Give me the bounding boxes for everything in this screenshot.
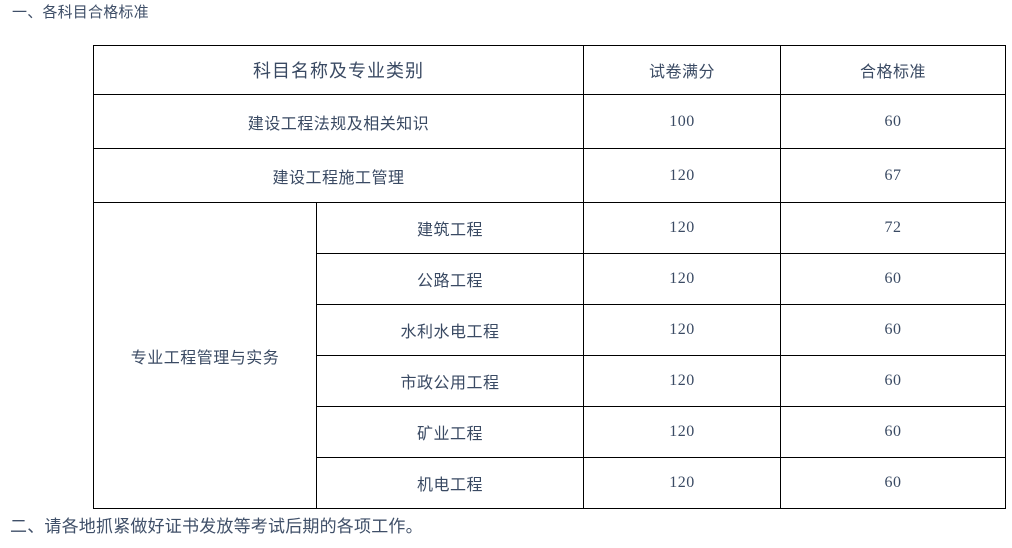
- table-row: 水利水电工程 120 60: [94, 304, 1006, 356]
- table-row: 建设工程施工管理 120 67: [93, 148, 1006, 203]
- cell-pass-line: 60: [780, 253, 1006, 305]
- cell-pass-line: 60: [780, 406, 1006, 458]
- cell-full-score: 120: [583, 304, 781, 356]
- cell-subject: 机电工程: [316, 457, 584, 509]
- cell-pass-line: 60: [780, 355, 1006, 407]
- cell-subject: 水利水电工程: [316, 304, 584, 356]
- cell-pass-line: 60: [780, 304, 1006, 356]
- cell-pass-line: 72: [780, 202, 1006, 254]
- table-row: 建设工程法规及相关知识 100 60: [93, 94, 1006, 149]
- cell-full-score: 120: [583, 253, 781, 305]
- cell-subject: 建设工程法规及相关知识: [93, 94, 584, 149]
- table-row: 公路工程 120 60: [94, 253, 1006, 305]
- cell-full-score: 120: [583, 457, 781, 509]
- cell-full-score: 100: [583, 94, 781, 149]
- cell-group-label: 专业工程管理与实务: [93, 202, 317, 509]
- header-cell-subject: 科目名称及专业类别: [93, 45, 584, 95]
- cell-full-score: 120: [583, 406, 781, 458]
- table-row: 机电工程 120 60: [94, 457, 1006, 509]
- cell-full-score: 120: [583, 355, 781, 407]
- cell-subject: 矿业工程: [316, 406, 584, 458]
- table-header-row: 科目名称及专业类别 试卷满分 合格标准: [93, 45, 1006, 95]
- header-cell-full-score: 试卷满分: [583, 45, 781, 95]
- cell-pass-line: 60: [780, 457, 1006, 509]
- cell-pass-line: 67: [780, 148, 1006, 203]
- table-row: 市政公用工程 120 60: [94, 355, 1006, 407]
- cell-pass-line: 60: [780, 94, 1006, 149]
- section-heading-two: 二、请各地抓紧做好证书发放等考试后期的各项工作。: [10, 517, 423, 536]
- header-cell-pass-line: 合格标准: [780, 45, 1006, 95]
- cell-subject: 公路工程: [316, 253, 584, 305]
- cell-full-score: 120: [583, 148, 781, 203]
- grades-table-container: 科目名称及专业类别 试卷满分 合格标准 建设工程法规及相关知识 100 60 建…: [93, 45, 1006, 509]
- grades-table: 科目名称及专业类别 试卷满分 合格标准 建设工程法规及相关知识 100 60 建…: [93, 45, 1006, 509]
- table-row: 专业工程管理与实务 建筑工程 120 72: [93, 202, 1006, 509]
- cell-subject: 市政公用工程: [316, 355, 584, 407]
- table-row: 矿业工程 120 60: [94, 406, 1006, 458]
- cell-full-score: 120: [583, 202, 781, 254]
- cell-subject: 建设工程施工管理: [93, 148, 584, 203]
- section-heading-one: 一、各科目合格标准: [12, 4, 149, 21]
- cell-subject: 建筑工程: [316, 202, 584, 254]
